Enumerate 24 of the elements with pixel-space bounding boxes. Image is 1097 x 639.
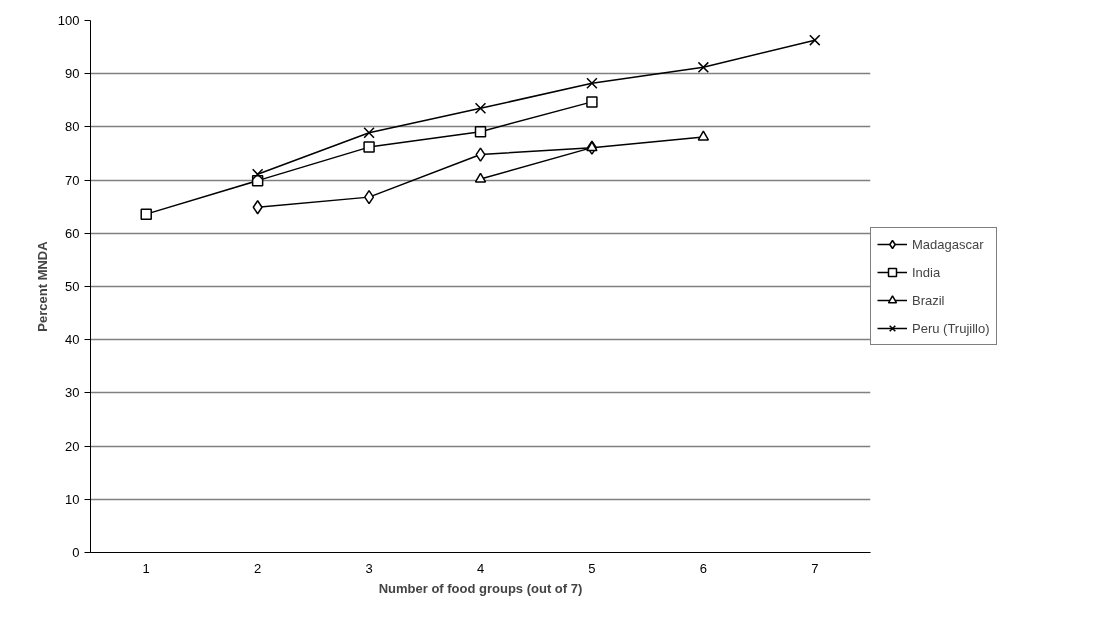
x-axis-title: Number of food groups (out of 7)	[378, 580, 583, 596]
legend-label: Peru (Trujillo)	[912, 320, 990, 336]
x-tick-label: 1	[142, 560, 150, 576]
y-tick-label: 20	[65, 438, 80, 454]
y-tick-label: 10	[65, 491, 80, 507]
y-tick-label: 70	[65, 172, 80, 188]
x-tick-label: 7	[811, 560, 819, 576]
y-tick-label: 90	[65, 66, 80, 82]
y-tick-label: 50	[65, 279, 80, 294]
x-tick-label: 2	[254, 560, 262, 576]
y-tick-label: 0	[72, 545, 80, 560]
x-tick-label: 4	[476, 560, 485, 576]
legend-label: Madagascar	[912, 236, 984, 252]
y-tick-label: 80	[65, 119, 80, 135]
legend-label: India	[912, 264, 941, 280]
y-tick-label: 60	[65, 225, 80, 241]
y-tick-label: 30	[65, 385, 80, 401]
y-tick-label: 40	[65, 332, 80, 348]
x-tick-label: 3	[365, 560, 373, 576]
x-tick-label: 6	[699, 560, 707, 576]
x-tick-label: 5	[588, 560, 596, 576]
y-tick-label: 100	[57, 13, 80, 28]
legend-label: Brazil	[912, 292, 945, 308]
y-axis-title: Percent MNDA	[34, 240, 50, 332]
